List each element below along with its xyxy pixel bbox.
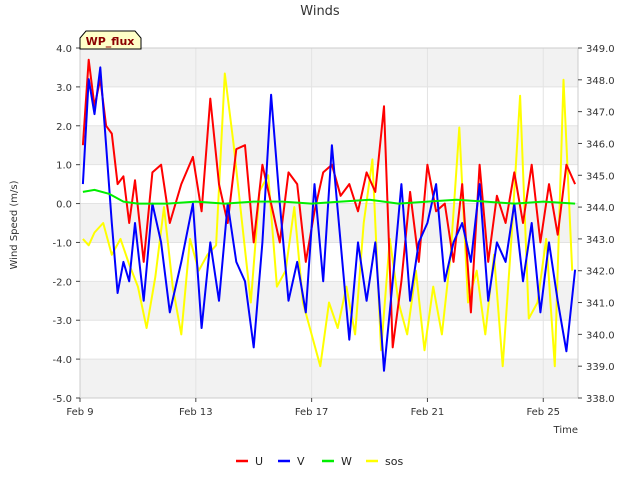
y2-tick-label: 344.0: [586, 203, 615, 214]
background-band: [80, 281, 578, 321]
y2-tick-label: 339.0: [586, 362, 615, 373]
y-tick-label: 1.0: [56, 161, 72, 172]
y-axis-title: Wind Speed (m/s): [9, 180, 20, 269]
x-tick-label: Feb 17: [295, 407, 329, 418]
y2-tick-label: 343.0: [586, 235, 615, 246]
badge-background: [79, 30, 142, 50]
y2-tick-label: 341.0: [586, 299, 615, 310]
series-line-v: [81, 66, 577, 372]
axes: -5.0 -4.0 -3.0 -2.0 -1.0 0.0 1.0 2.0 3.0 4.0 338.0…: [52, 44, 614, 418]
y2-tick-label: 340.0: [586, 330, 615, 341]
legend-label-v: V: [297, 455, 305, 468]
legend-label-w: W: [341, 455, 352, 468]
y2-tick-label: 347.0: [586, 108, 615, 119]
background-band: [80, 125, 578, 165]
background-band: [80, 48, 578, 87]
x-axis-title: Time: [553, 425, 578, 436]
y-tick-label: -3.0: [52, 316, 72, 327]
background-band: [80, 359, 578, 398]
legend-label-sos: sos: [385, 455, 403, 468]
plot-frame: [79, 47, 579, 399]
y-tick-label: -4.0: [52, 355, 72, 366]
y-tick-label: -5.0: [52, 394, 72, 405]
badge: WP_flux: [79, 30, 142, 50]
y2-tick-label: 348.0: [586, 76, 615, 87]
badge-label: WP_flux: [86, 35, 135, 48]
x-tick-label: Feb 9: [66, 407, 93, 418]
y-tick-label: 2.0: [56, 122, 72, 133]
y2-tick-label: 338.0: [586, 394, 615, 405]
y-tick-label: 0.0: [56, 200, 72, 211]
y-tick-label: 4.0: [56, 44, 72, 55]
y2-tick-label: 346.0: [586, 139, 615, 150]
x-tick-label: Feb 13: [179, 407, 213, 418]
y-tick-label: -1.0: [52, 238, 72, 249]
y-tick-label: -2.0: [52, 277, 72, 288]
x-tick-label: Feb 21: [411, 407, 445, 418]
y2-tick-label: 345.0: [586, 171, 615, 182]
chart-title: Winds: [300, 4, 340, 19]
y2-tick-label: 342.0: [586, 267, 615, 278]
x-tick-label: Feb 25: [526, 407, 560, 418]
y-tick-label: 3.0: [56, 83, 72, 94]
legend-label-u: U: [255, 455, 263, 468]
y2-tick-label: 349.0: [586, 44, 615, 55]
series-lines: [81, 58, 577, 372]
background-bands: [80, 48, 578, 398]
series-line-w: [82, 188, 576, 205]
series-line-u: [81, 58, 577, 349]
